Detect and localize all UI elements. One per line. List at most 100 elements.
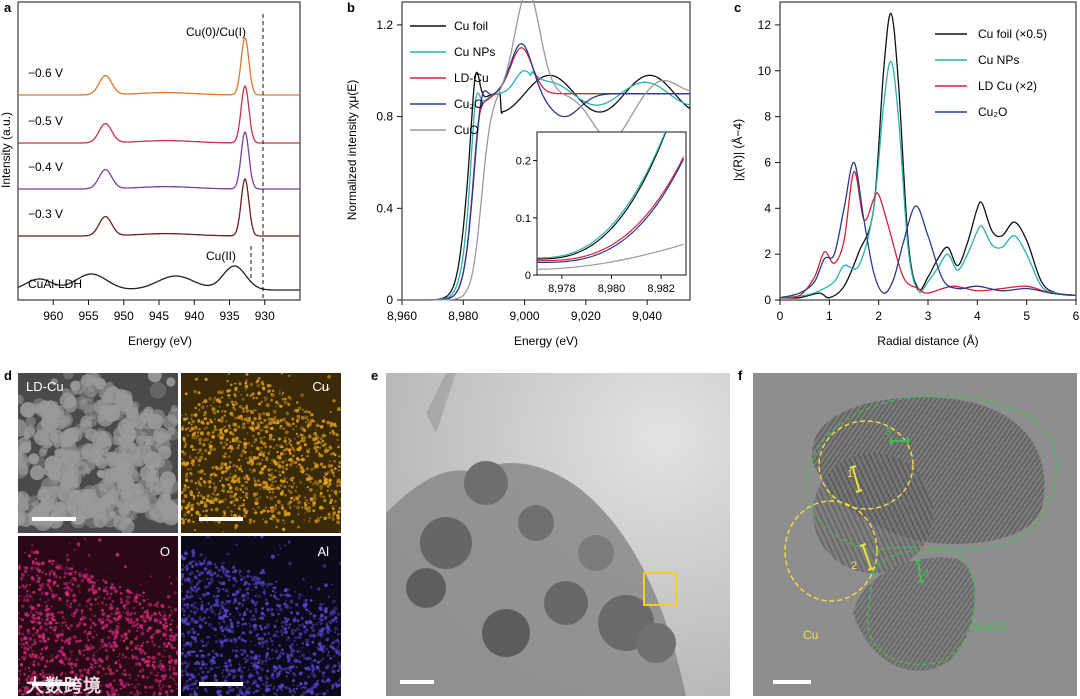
c-xtick-label: 4 — [974, 309, 981, 323]
a-xtick-label: 950 — [114, 309, 134, 323]
panel-letter-d: d — [4, 368, 12, 383]
c-legend-label: Cu NPs — [978, 53, 1019, 67]
c-series-curve — [779, 60, 1077, 299]
a-series-curve — [17, 85, 300, 144]
c-xtick-label: 1 — [826, 309, 833, 323]
b-xtick-label: 9,000 — [510, 309, 540, 323]
b-inset-curve — [537, 132, 667, 260]
c-xtick-label: 0 — [777, 309, 784, 323]
a-series-curve — [17, 265, 300, 291]
scale-bar — [32, 682, 76, 686]
annotation-cu0-cu1: Cu(0)/Cu(I) — [186, 25, 246, 39]
scale-bar — [199, 517, 243, 521]
b-inset-ytick-label: 0 — [525, 270, 531, 282]
c-ytick-label: 10 — [758, 64, 772, 78]
c-xtick-label: 3 — [925, 309, 932, 323]
eds-label-cu: Cu — [312, 379, 329, 394]
eds-label-o: O — [159, 544, 170, 559]
region-label-1: 1 — [847, 468, 853, 480]
a-xtick-label: 930 — [255, 309, 275, 323]
b-series-curve — [401, 70, 691, 301]
c-ytick-label: 2 — [764, 247, 771, 261]
chart-b: 8,960 8,980 9,000 9,020 9,040 0 0.4 0.8 1.2 Cu f… — [345, 0, 691, 348]
region-label-2: 2 — [851, 560, 857, 572]
tem-image — [386, 373, 730, 696]
b-legend-label: LD-Cu — [454, 71, 489, 85]
eds-label-ld-cu: LD-Cu — [26, 379, 64, 394]
watermark-text: 大数跨境 — [26, 676, 102, 696]
a-xlabel: Energy (eV) — [128, 334, 192, 348]
selection-box — [643, 572, 677, 606]
b-xlabel: Energy (eV) — [514, 334, 578, 348]
a-xtick-label: 955 — [78, 309, 98, 323]
eds-tile-o: O — [18, 536, 178, 696]
a-xtick-label: 935 — [219, 309, 239, 323]
a-series-label: −0.5 V — [28, 114, 63, 128]
a-xtick-label: 940 — [184, 309, 204, 323]
b-ytick-label: 1.2 — [376, 18, 393, 32]
b-inset-frame — [536, 131, 687, 276]
b-inset-ytick-label: 0.1 — [516, 213, 531, 225]
b-legend-label: CuO — [454, 123, 479, 137]
b-inset-ytick-label: 0.2 — [516, 156, 531, 168]
a-series-label: −0.3 V — [28, 207, 63, 221]
c-xlabel: Radial distance (Å) — [877, 333, 978, 348]
b-ytick-label: 0.4 — [376, 201, 393, 215]
b-series-curve — [401, 71, 691, 301]
panel-letter-a: a — [4, 0, 12, 15]
eds-tile-ld-cu: LD-Cu — [18, 373, 178, 533]
a-series-label: −0.6 V — [28, 66, 63, 80]
b-xtick-label: 9,020 — [571, 309, 601, 323]
b-xtick-label: 9,040 — [632, 309, 662, 323]
phase-label-cu2o: Cu2O — [975, 620, 1006, 634]
panel-letter-f: f — [738, 368, 743, 383]
chart-a: 960 955 950 945 940 935 930 −0.6 V −0.5 V −0.4 V… — [0, 1, 301, 348]
b-ytick-label: 0.8 — [376, 110, 393, 124]
b-legend-label: Cu₂O — [454, 97, 483, 111]
b-inset-curve — [537, 156, 685, 262]
c-ytick-label: 8 — [764, 110, 771, 124]
c-legend-label: Cu₂O — [978, 105, 1007, 119]
c-xtick-label: 2 — [875, 309, 882, 323]
b-xtick-label: 8,960 — [387, 309, 417, 323]
b-inset-curve — [537, 132, 666, 259]
b-xtick-label: 8,980 — [448, 309, 478, 323]
c-series-curve — [779, 12, 1077, 299]
b-inset-xtick-label: 8,982 — [647, 283, 675, 295]
c-ytick-label: 0 — [764, 293, 771, 307]
c-ytick-label: 4 — [764, 201, 771, 215]
b-inset-xtick-label: 8,980 — [598, 283, 626, 295]
scale-bar — [32, 517, 76, 521]
c-ytick-label: 12 — [758, 18, 772, 32]
c-ytick-label: 6 — [764, 155, 771, 169]
annotation-cu2: Cu(II) — [206, 249, 236, 263]
scale-bar — [773, 680, 811, 684]
hrtem-image: 1 2 3 4 Cu Cu2O — [753, 373, 1077, 696]
a-ylabel: Intensity (a.u.) — [0, 112, 13, 188]
b-inset-curve — [537, 243, 684, 270]
b-series-curve — [401, 0, 691, 301]
a-series-curve — [18, 178, 300, 237]
a-series-curve — [17, 131, 300, 190]
a-series-label: CuAl-LDH — [28, 277, 82, 291]
eds-tile-al: Al — [181, 536, 341, 696]
a-series-label: −0.4 V — [28, 160, 63, 174]
region-label-3: 3 — [885, 426, 891, 438]
c-legend-label: LD Cu (×2) — [978, 79, 1037, 93]
b-inset-xtick-label: 8,978 — [548, 283, 576, 295]
b-ylabel: Normalized intensity χμ(E) — [345, 80, 359, 221]
phase-label-cu: Cu — [803, 628, 818, 642]
region-label-4: 4 — [923, 568, 929, 580]
eds-tile-cu: Cu — [181, 373, 341, 533]
panel-letter-c: c — [734, 0, 741, 15]
a-series-curve — [17, 37, 300, 96]
b-ytick-label: 0 — [386, 293, 393, 307]
c-legend-label: Cu foil (×0.5) — [978, 27, 1047, 41]
c-ylabel: |χ(R)| (Å−4) — [730, 119, 745, 181]
b-legend-label: Cu foil — [454, 19, 488, 33]
a-xtick-label: 945 — [149, 309, 169, 323]
c-series-curve — [779, 161, 1077, 299]
a-xtick-label: 960 — [43, 309, 63, 323]
